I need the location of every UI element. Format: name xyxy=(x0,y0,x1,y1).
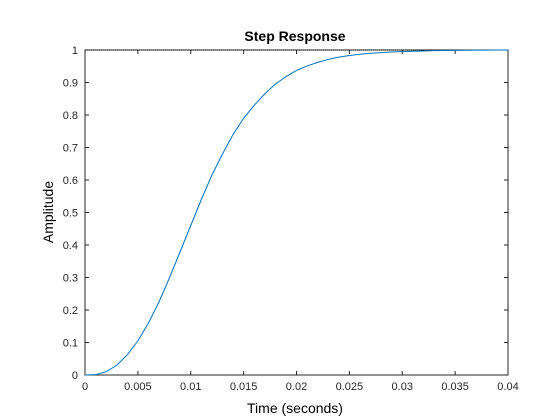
plot-area: 0 0.005 0.01 0.015 0.02 0.025 0.03 0.035 0.04 0 0.… xyxy=(63,45,519,393)
y-tick-label: 0.2 xyxy=(63,305,78,317)
y-tick-label: 0.9 xyxy=(63,78,78,90)
x-tick-label: 0.005 xyxy=(124,381,152,393)
y-tick-label: 0.7 xyxy=(63,143,78,155)
x-tick-label: 0.03 xyxy=(392,381,413,393)
x-tick-label: 0.035 xyxy=(441,381,469,393)
x-axis-label: Time (seconds) xyxy=(247,400,343,416)
axes-box xyxy=(84,49,509,376)
y-tick-label: 0.3 xyxy=(63,273,78,285)
y-tick-label: 0.6 xyxy=(63,175,78,187)
x-tick-label: 0.02 xyxy=(286,381,307,393)
chart-title: Step Response xyxy=(244,28,345,44)
y-axis-label: Amplitude xyxy=(40,181,56,243)
y-tick-label: 0.4 xyxy=(63,240,78,252)
x-tick-label: 0.04 xyxy=(497,381,518,393)
y-tick-label: 0.1 xyxy=(63,338,78,350)
x-tick-label: 0.01 xyxy=(180,381,201,393)
y-tick-label: 1 xyxy=(72,45,78,57)
x-tick-label: 0 xyxy=(82,381,88,393)
x-tick-label: 0.025 xyxy=(336,381,364,393)
series-line-step-response xyxy=(84,49,509,376)
y-tick-label: 0.8 xyxy=(63,110,78,122)
y-tick-label: 0.5 xyxy=(63,208,78,220)
y-tick-label: 0 xyxy=(72,370,78,382)
x-tick-label: 0.015 xyxy=(230,381,258,393)
